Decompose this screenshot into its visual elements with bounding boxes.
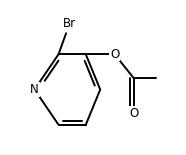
Text: O: O: [110, 48, 119, 61]
Text: Br: Br: [63, 17, 76, 29]
Text: N: N: [30, 83, 39, 96]
Text: O: O: [129, 107, 139, 120]
